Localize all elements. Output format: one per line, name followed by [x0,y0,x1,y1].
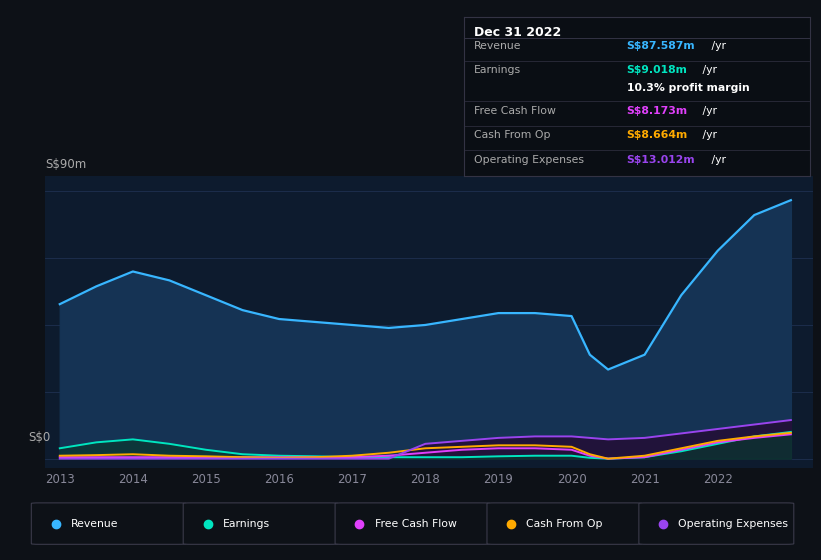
Text: /yr: /yr [699,130,718,141]
Text: /yr: /yr [699,106,718,116]
Text: Free Cash Flow: Free Cash Flow [475,106,556,116]
FancyBboxPatch shape [487,503,642,544]
FancyBboxPatch shape [183,503,338,544]
Text: Revenue: Revenue [71,519,118,529]
Text: /yr: /yr [709,41,726,51]
Text: Operating Expenses: Operating Expenses [678,519,788,529]
Text: S$90m: S$90m [45,158,86,171]
Text: Revenue: Revenue [475,41,522,51]
Text: 10.3% profit margin: 10.3% profit margin [626,83,750,93]
FancyBboxPatch shape [31,503,186,544]
Text: Cash From Op: Cash From Op [526,519,603,529]
Text: S$0: S$0 [29,431,51,445]
Text: Free Cash Flow: Free Cash Flow [374,519,456,529]
Text: S$13.012m: S$13.012m [626,155,695,165]
Text: Dec 31 2022: Dec 31 2022 [475,26,562,39]
Text: S$8.664m: S$8.664m [626,130,688,141]
Text: /yr: /yr [699,66,718,75]
Text: Earnings: Earnings [222,519,270,529]
Text: /yr: /yr [709,155,726,165]
Text: Earnings: Earnings [475,66,521,75]
Text: S$9.018m: S$9.018m [626,66,687,75]
FancyBboxPatch shape [639,503,794,544]
Text: Operating Expenses: Operating Expenses [475,155,585,165]
FancyBboxPatch shape [335,503,490,544]
Text: Cash From Op: Cash From Op [475,130,551,141]
Text: S$87.587m: S$87.587m [626,41,695,51]
Text: S$8.173m: S$8.173m [626,106,688,116]
